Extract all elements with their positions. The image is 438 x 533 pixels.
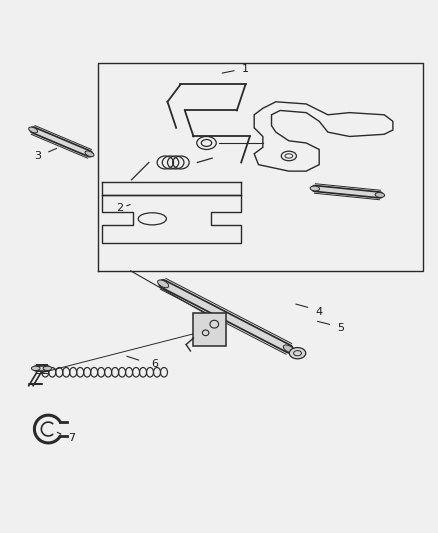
Ellipse shape <box>374 192 384 197</box>
Ellipse shape <box>283 345 294 353</box>
Ellipse shape <box>289 348 305 359</box>
Ellipse shape <box>28 127 38 133</box>
Text: 2: 2 <box>116 203 123 213</box>
Ellipse shape <box>157 280 168 288</box>
Text: 4: 4 <box>315 307 322 317</box>
Text: 1: 1 <box>241 64 248 74</box>
Text: 7: 7 <box>68 433 75 443</box>
Text: 3: 3 <box>34 151 41 161</box>
FancyBboxPatch shape <box>193 313 226 346</box>
Ellipse shape <box>43 366 52 370</box>
Ellipse shape <box>309 186 319 191</box>
Ellipse shape <box>85 151 94 157</box>
Text: 5: 5 <box>336 323 343 333</box>
Ellipse shape <box>31 366 40 370</box>
Text: 6: 6 <box>151 359 158 369</box>
